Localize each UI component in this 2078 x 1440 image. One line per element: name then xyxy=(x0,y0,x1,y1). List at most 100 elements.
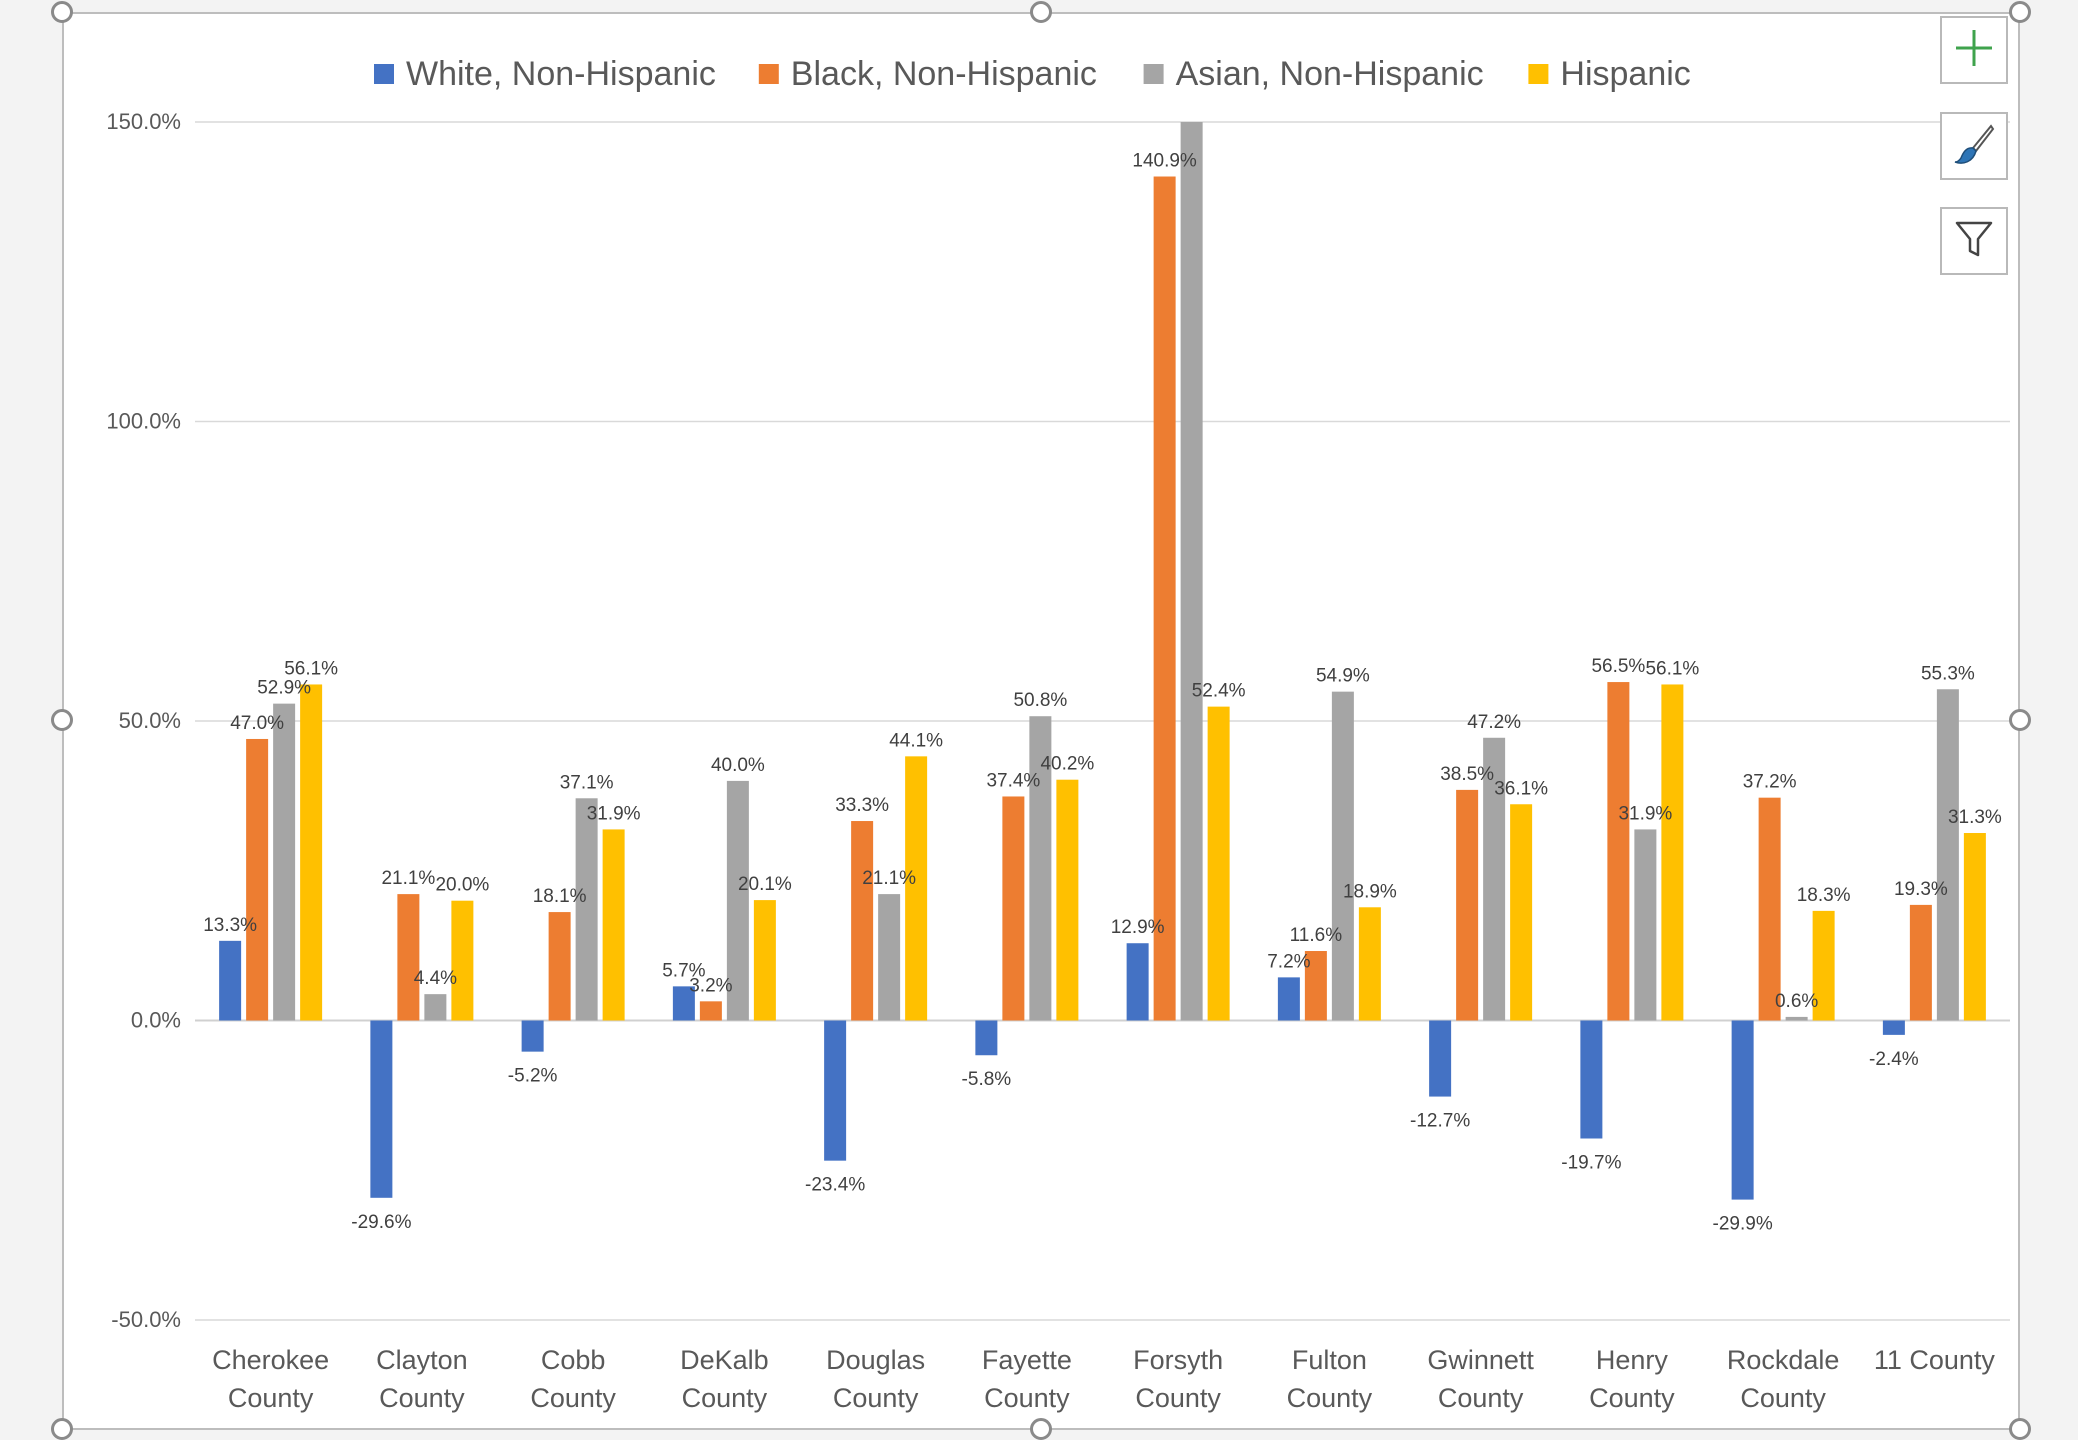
data-label: -23.4% xyxy=(805,1175,865,1196)
bar xyxy=(1180,122,1203,1021)
bar xyxy=(1056,779,1079,1021)
bar xyxy=(219,940,242,1021)
bar xyxy=(851,821,874,1021)
data-label: -5.8% xyxy=(962,1069,1012,1090)
data-label: 11.6% xyxy=(1290,925,1343,946)
data-label: 21.1% xyxy=(381,868,435,889)
plus-icon xyxy=(1952,26,1996,75)
legend-label: Asian, Non-Hispanic xyxy=(1176,55,1484,93)
bar xyxy=(424,994,447,1021)
data-label: 36.1% xyxy=(1494,778,1548,799)
data-label: 31.9% xyxy=(1618,803,1672,824)
data-label: 56.1% xyxy=(1645,658,1699,679)
data-label: 37.1% xyxy=(560,772,614,793)
data-label: 140.9% xyxy=(1132,151,1197,172)
data-label: 40.0% xyxy=(711,755,765,776)
y-tick-label: 100.0% xyxy=(106,409,181,434)
category-label: County xyxy=(228,1383,314,1413)
data-label: 18.1% xyxy=(533,886,587,907)
bar xyxy=(905,756,928,1021)
bar xyxy=(1634,829,1657,1021)
data-labels: 13.3%47.0%52.9%56.1%-29.6%21.1%4.4%20.0%… xyxy=(203,151,2002,1235)
data-label: 40.2% xyxy=(1040,754,1094,775)
bar xyxy=(824,1020,847,1161)
category-label: County xyxy=(1438,1383,1524,1413)
bar xyxy=(1510,804,1533,1021)
data-label: 0.6% xyxy=(1775,991,1818,1012)
bar xyxy=(273,703,296,1021)
bar xyxy=(672,986,695,1021)
bars xyxy=(219,122,1986,1200)
bar xyxy=(1029,716,1052,1021)
data-label: -19.7% xyxy=(1561,1153,1621,1174)
y-tick-label: -50.0% xyxy=(111,1307,181,1332)
y-tick-label: 50.0% xyxy=(119,708,181,733)
resize-handle-middle-right[interactable] xyxy=(2009,709,2031,731)
x-axis: Cherokee County Clayton County Cobb County DeK… xyxy=(212,1345,1995,1413)
resize-handle-bottom-center[interactable] xyxy=(1030,1418,1052,1440)
bar xyxy=(1277,977,1300,1021)
bar xyxy=(602,829,625,1021)
data-label: 47.2% xyxy=(1467,712,1521,733)
data-label: 55.3% xyxy=(1921,663,1975,684)
bar xyxy=(1207,706,1230,1021)
chart-styles-button[interactable] xyxy=(1940,112,2008,180)
data-label: 56.5% xyxy=(1591,656,1645,677)
category-label: Rockdale xyxy=(1727,1345,1840,1375)
chart-filters-button[interactable] xyxy=(1940,207,2008,275)
bar xyxy=(1812,910,1835,1021)
data-label: 18.3% xyxy=(1797,885,1851,906)
bar xyxy=(1758,797,1781,1021)
legend-swatch xyxy=(758,64,779,84)
category-label: County xyxy=(1135,1383,1221,1413)
data-label: -12.7% xyxy=(1410,1111,1470,1132)
data-label: 7.2% xyxy=(1267,951,1310,972)
category-label: County xyxy=(1589,1383,1675,1413)
resize-handle-bottom-right[interactable] xyxy=(2009,1418,2031,1440)
category-label: Forsyth xyxy=(1133,1345,1223,1375)
bar xyxy=(1483,737,1506,1021)
category-label: Douglas xyxy=(826,1345,925,1375)
y-axis: -50.0% 0.0% 50.0% 100.0% 150.0% xyxy=(106,109,181,1332)
data-label: 50.8% xyxy=(1013,690,1067,711)
data-label: 3.2% xyxy=(689,975,732,996)
bar xyxy=(1304,951,1327,1021)
data-label: 12.9% xyxy=(1111,917,1165,938)
category-label: Clayton xyxy=(376,1345,468,1375)
category-label: County xyxy=(379,1383,465,1413)
data-label: 4.4% xyxy=(414,968,457,989)
bar xyxy=(975,1020,998,1056)
data-label: -2.4% xyxy=(1869,1049,1919,1070)
data-label: 18.9% xyxy=(1343,881,1397,902)
category-label: Henry xyxy=(1596,1345,1669,1375)
bar xyxy=(451,900,474,1021)
bar xyxy=(878,894,901,1021)
bar xyxy=(726,780,749,1021)
data-label: 56.1% xyxy=(284,658,338,679)
data-label: 47.0% xyxy=(230,713,284,734)
legend: White, Non-Hispanic Black, Non-Hispanic As… xyxy=(374,55,1691,93)
category-label: DeKalb xyxy=(680,1345,769,1375)
bar xyxy=(397,894,420,1021)
bar xyxy=(1882,1020,1905,1035)
data-label: 21.1% xyxy=(862,868,916,889)
data-label: 5.7% xyxy=(662,960,705,981)
bar xyxy=(370,1020,393,1198)
resize-handle-middle-left[interactable] xyxy=(51,709,73,731)
resize-handle-bottom-left[interactable] xyxy=(51,1418,73,1440)
data-label: 20.0% xyxy=(435,875,489,896)
data-label: 37.2% xyxy=(1743,772,1797,793)
bar xyxy=(1580,1020,1603,1139)
bar xyxy=(1153,176,1176,1021)
resize-handle-top-center[interactable] xyxy=(1030,1,1052,23)
resize-handle-top-right[interactable] xyxy=(2009,1,2031,23)
resize-handle-top-left[interactable] xyxy=(51,1,73,23)
data-label: -5.2% xyxy=(508,1066,558,1087)
category-label: Fayette xyxy=(982,1345,1072,1375)
legend-label: White, Non-Hispanic xyxy=(406,55,716,93)
chart-elements-button[interactable] xyxy=(1940,16,2008,84)
bar xyxy=(246,738,269,1021)
data-label: -29.6% xyxy=(351,1212,411,1233)
category-label: 11 County xyxy=(1874,1345,1996,1375)
gridlines xyxy=(195,121,2010,1321)
